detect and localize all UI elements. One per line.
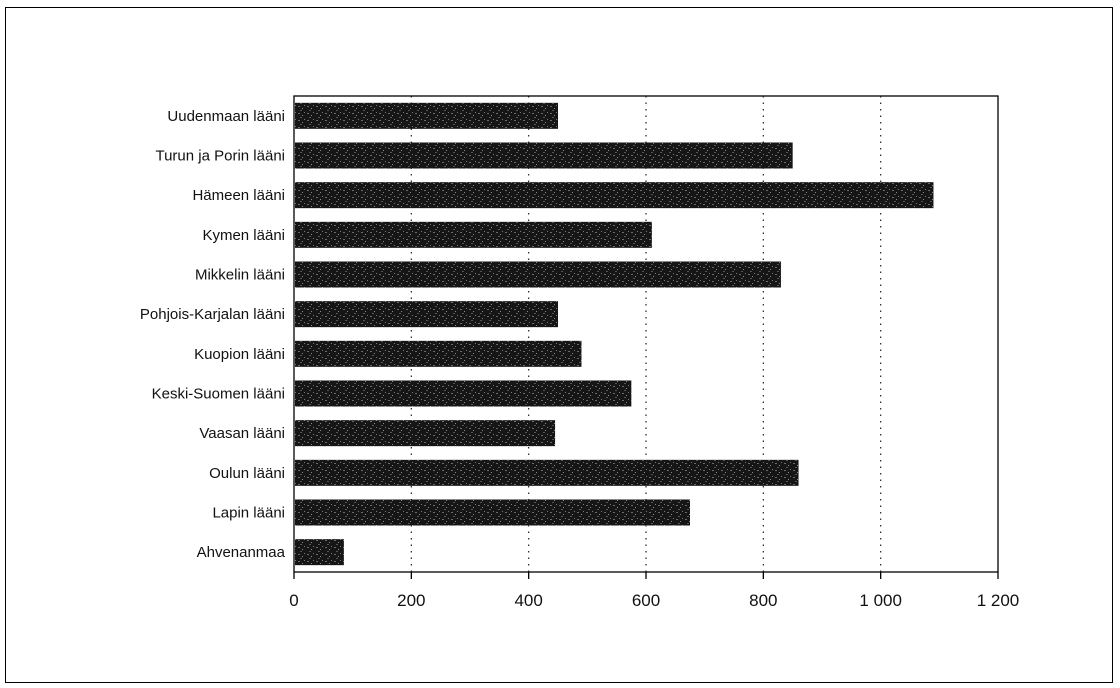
bar bbox=[295, 340, 582, 367]
x-tick-label: 1 000 bbox=[859, 591, 902, 610]
bar bbox=[295, 499, 690, 526]
x-tick-label: 1 200 bbox=[977, 591, 1020, 610]
x-tick-label: 600 bbox=[632, 591, 660, 610]
x-tick-label: 0 bbox=[289, 591, 298, 610]
category-label: Turun ja Porin lääni bbox=[155, 148, 285, 165]
plot-area: Uudenmaan lääni Turun ja Porin lääni Hämee… bbox=[140, 95, 1020, 610]
x-tick-label: 800 bbox=[749, 591, 777, 610]
category-label: Hämeen lääni bbox=[192, 187, 285, 204]
category-label: Pohjois-Karjalan lääni bbox=[140, 306, 285, 323]
bar bbox=[295, 142, 793, 169]
bar bbox=[295, 301, 558, 328]
category-label: Keski-Suomen lääni bbox=[152, 386, 285, 403]
bar bbox=[295, 182, 934, 209]
bar bbox=[295, 459, 799, 486]
bar bbox=[295, 102, 558, 129]
category-label: Uudenmaan lääni bbox=[167, 108, 285, 125]
bar bbox=[295, 261, 781, 288]
bar bbox=[295, 539, 344, 566]
category-label: Vaasan lääni bbox=[199, 425, 285, 442]
bar bbox=[295, 380, 632, 407]
category-label: Mikkelin lääni bbox=[195, 267, 285, 284]
category-label: Kuopion lääni bbox=[194, 346, 285, 363]
x-tick-label: 200 bbox=[397, 591, 425, 610]
category-label: Kymen lääni bbox=[202, 227, 285, 244]
x-tick-label: 400 bbox=[514, 591, 542, 610]
category-label: Oulun lääni bbox=[209, 465, 285, 482]
bar bbox=[295, 420, 556, 447]
bar bbox=[295, 221, 652, 248]
category-label: Lapin lääni bbox=[212, 505, 285, 522]
category-label: Ahvenanmaa bbox=[197, 544, 286, 561]
